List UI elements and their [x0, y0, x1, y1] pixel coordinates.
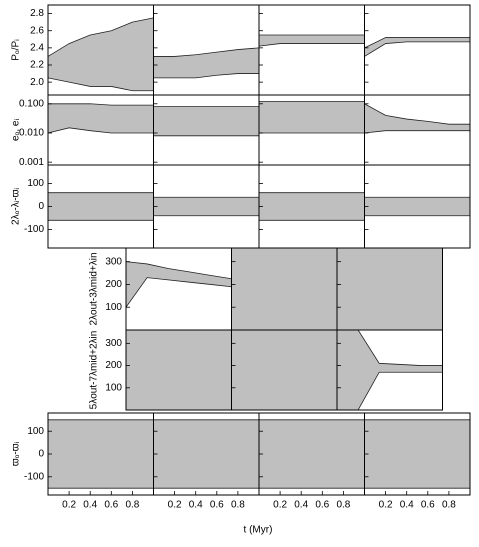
- y-tick-label: 0: [38, 449, 44, 460]
- y-tick-label: -100: [24, 471, 44, 482]
- y-tick-label: 100: [105, 382, 122, 393]
- band-fill: [48, 192, 154, 221]
- band-fill: [153, 106, 259, 136]
- y-tick-label: 100: [105, 302, 122, 313]
- x-axis-label: t (Myr): [244, 525, 273, 536]
- x-tick-label: 0.4: [400, 500, 414, 511]
- band-edge: [47, 127, 154, 134]
- y-tick-label: 2.2: [30, 60, 44, 71]
- y-tick-label: 200: [105, 360, 122, 371]
- y-axis-label: Pₒ/Pᵢ: [11, 39, 22, 61]
- y-tick-label: 300: [105, 338, 122, 349]
- x-tick-label: 0.2: [273, 500, 287, 511]
- x-tick-label: 0.4: [294, 500, 308, 511]
- y-axis-label: 5λout-7λmid+2λin: [89, 331, 100, 410]
- y-tick-label: 2.6: [30, 25, 44, 36]
- x-tick-label: 0.2: [168, 500, 182, 511]
- x-tick-label: 0.4: [83, 500, 97, 511]
- band-fill: [259, 419, 365, 489]
- band-edge: [364, 37, 470, 49]
- band-fill: [337, 248, 443, 330]
- band-fill: [153, 419, 259, 489]
- band-fill: [48, 103, 154, 133]
- band-edge: [153, 73, 259, 79]
- band-fill: [231, 248, 337, 330]
- band-edge: [47, 17, 154, 57]
- y-tick-label: 200: [105, 279, 122, 290]
- band-fill: [126, 330, 232, 410]
- y-tick-label: 0: [38, 201, 44, 212]
- y-axis-label: 2λₒ-λᵢ-ϖᵢ: [11, 188, 22, 225]
- band-fill: [364, 37, 470, 57]
- band-fill: [364, 419, 470, 489]
- x-tick-label: 0.8: [336, 500, 350, 511]
- y-tick-label: 2.0: [30, 77, 44, 88]
- x-tick-label: 0.8: [125, 500, 139, 511]
- x-tick-label: 0.4: [189, 500, 203, 511]
- x-tick-label: 0.2: [62, 500, 76, 511]
- band-fill: [364, 103, 470, 133]
- x-tick-label: 0.6: [210, 500, 224, 511]
- panel-frame: [336, 329, 443, 411]
- band-fill: [153, 197, 259, 216]
- y-tick-label: 0.100: [19, 98, 44, 109]
- panel-frame: [258, 4, 365, 96]
- band-edge: [364, 103, 470, 125]
- band-edge: [47, 77, 154, 92]
- x-tick-label: 0.6: [104, 500, 118, 511]
- band-fill: [259, 101, 365, 133]
- band-edge: [364, 41, 470, 57]
- panel-frame: [364, 412, 471, 496]
- y-tick-label: 100: [27, 178, 44, 189]
- y-axis-label: 2λout-3λmid+λin: [89, 252, 100, 325]
- band-fill: [48, 17, 154, 91]
- y-axis-label: eₒ, eᵢ: [11, 119, 22, 141]
- y-tick-label: 0.001: [19, 157, 44, 168]
- band-edge: [48, 103, 154, 106]
- band-edge: [258, 43, 365, 47]
- band-fill: [337, 330, 443, 410]
- band-fill: [231, 330, 337, 410]
- band-edge: [125, 277, 232, 308]
- x-tick-label: 0.6: [315, 500, 329, 511]
- band-fill: [153, 47, 259, 78]
- band-fill: [364, 197, 470, 216]
- y-tick-label: 2.4: [30, 42, 44, 53]
- band-fill: [126, 261, 232, 308]
- band-fill: [48, 419, 154, 489]
- y-tick-label: -100: [24, 224, 44, 235]
- panel-frame: [364, 4, 471, 96]
- x-tick-label: 0.8: [442, 500, 456, 511]
- panel-frame: [125, 247, 232, 331]
- y-axis-label: ϖₒ-ϖᵢ: [11, 441, 22, 466]
- y-tick-label: 100: [27, 426, 44, 437]
- band-edge: [125, 261, 232, 280]
- y-tick-label: 300: [105, 256, 122, 267]
- band-fill: [259, 192, 365, 221]
- y-tick-label: 0.010: [19, 128, 44, 139]
- x-tick-label: 0.6: [421, 500, 435, 511]
- band-edge: [153, 47, 260, 57]
- x-tick-label: 0.2: [379, 500, 393, 511]
- x-tick-label: 0.8: [231, 500, 245, 511]
- y-tick-label: 2.8: [30, 8, 44, 19]
- band-edge: [364, 130, 470, 134]
